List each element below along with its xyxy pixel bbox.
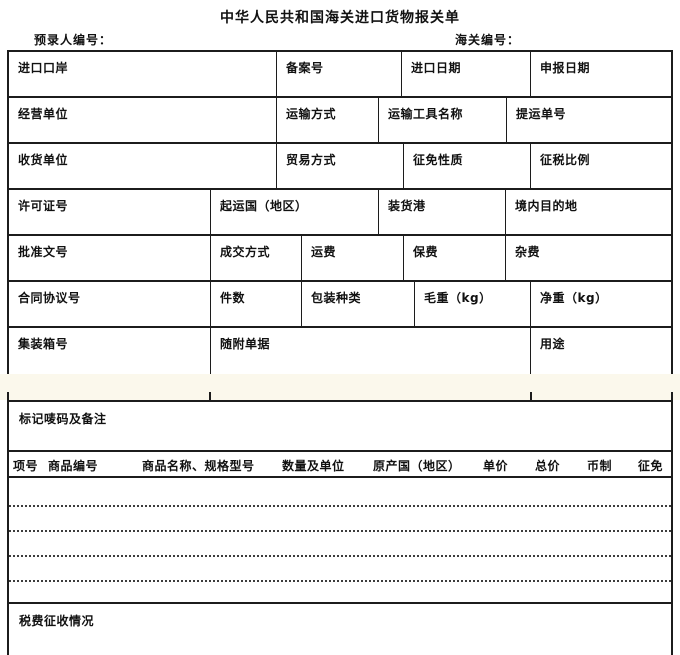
field-usage: 用途: [540, 337, 566, 351]
col-quantity-unit: 数量及单位: [282, 459, 345, 473]
field-bill-of-lading-no: 提运单号: [516, 107, 567, 121]
field-consignee-unit: 收货单位: [9, 144, 277, 188]
field-port-of-import: 进口口岸: [9, 52, 277, 96]
field-transport-tool-name: 运输工具名称: [379, 98, 507, 142]
col-unit-price: 单价: [483, 459, 509, 473]
col-total-price: 总价: [535, 459, 561, 473]
field-package-type: 包装种类: [302, 282, 415, 326]
table-row: 集装箱号 随附单据 用途: [9, 328, 671, 374]
field-import-date: 进口日期: [402, 52, 531, 96]
field-transport-mode: 运输方式: [277, 98, 379, 142]
col-currency: 币制: [587, 459, 613, 473]
scan-gap-band: [0, 374, 680, 400]
marks-remarks-label: 标记唛码及备注: [9, 402, 671, 452]
field-declaration-date: 申报日期: [540, 61, 591, 75]
field-insurance-premium: 保费: [404, 236, 506, 280]
field-package-count: 件数: [211, 282, 302, 326]
detail-dotted-line: [9, 530, 671, 532]
goods-section: 标记唛码及备注 项号 商品编号 商品名称、规格型号 数量及单位 原产国（地区） …: [7, 400, 673, 655]
field-trade-mode: 贸易方式: [277, 144, 404, 188]
field-levy-exemption-nature: 征免性质: [404, 144, 531, 188]
customs-no-label: 海关编号：: [455, 33, 521, 47]
field-tax-ratio: 征税比例: [540, 153, 591, 167]
col-origin-country: 原产国（地区）: [373, 459, 461, 473]
field-container-no: 集装箱号: [9, 328, 211, 374]
col-item-no: 项号: [13, 459, 39, 473]
detail-dotted-line: [9, 505, 671, 507]
field-misc-expenses: 杂费: [515, 245, 541, 259]
table-row: 经营单位 运输方式 运输工具名称 提运单号: [9, 98, 671, 144]
field-transaction-mode: 成交方式: [211, 236, 302, 280]
page-title: 中华人民共和国海关进口货物报关单: [220, 10, 460, 26]
table-row: 合同协议号 件数 包装种类 毛重（kg） 净重（kg）: [9, 282, 671, 328]
declaration-table: 进口口岸 备案号 进口日期 申报日期 经营单位 运输方式 运输工具名称 提运单号…: [7, 50, 673, 376]
col-commodity-name-spec: 商品名称、规格型号: [142, 459, 255, 473]
detail-dotted-line: [9, 555, 671, 557]
goods-columns-header: 项号 商品编号 商品名称、规格型号 数量及单位 原产国（地区） 单价 总价 币制…: [9, 452, 671, 478]
field-net-weight: 净重（kg）: [540, 291, 608, 305]
line-artifact: [671, 392, 673, 400]
line-artifact: [7, 392, 9, 400]
col-commodity-code: 商品编号: [48, 459, 99, 473]
field-country-of-departure: 起运国（地区）: [211, 190, 379, 234]
detail-dotted-line: [9, 580, 671, 582]
goods-detail-area: [9, 478, 671, 604]
field-license-no: 许可证号: [9, 190, 211, 234]
field-attached-documents: 随附单据: [211, 328, 531, 374]
field-record-no: 备案号: [277, 52, 402, 96]
col-exemption: 征免: [638, 459, 664, 473]
table-row: 批准文号 成交方式 运费 保费 杂费: [9, 236, 671, 282]
field-gross-weight: 毛重（kg）: [415, 282, 531, 326]
table-row: 收货单位 贸易方式 征免性质 征税比例: [9, 144, 671, 190]
line-artifact: [530, 392, 532, 400]
field-operating-unit: 经营单位: [9, 98, 277, 142]
table-row: 许可证号 起运国（地区） 装货港 境内目的地: [9, 190, 671, 236]
field-domestic-destination: 境内目的地: [515, 199, 578, 213]
tax-collection-label: 税费征收情况: [19, 614, 95, 628]
field-loading-port: 装货港: [379, 190, 506, 234]
table-row: 进口口岸 备案号 进口日期 申报日期: [9, 52, 671, 98]
line-artifact: [209, 392, 211, 400]
pre-entry-no-label: 预录人编号：: [34, 33, 113, 47]
field-contract-agreement-no: 合同协议号: [9, 282, 211, 326]
field-approval-doc-no: 批准文号: [9, 236, 211, 280]
field-freight: 运费: [302, 236, 404, 280]
